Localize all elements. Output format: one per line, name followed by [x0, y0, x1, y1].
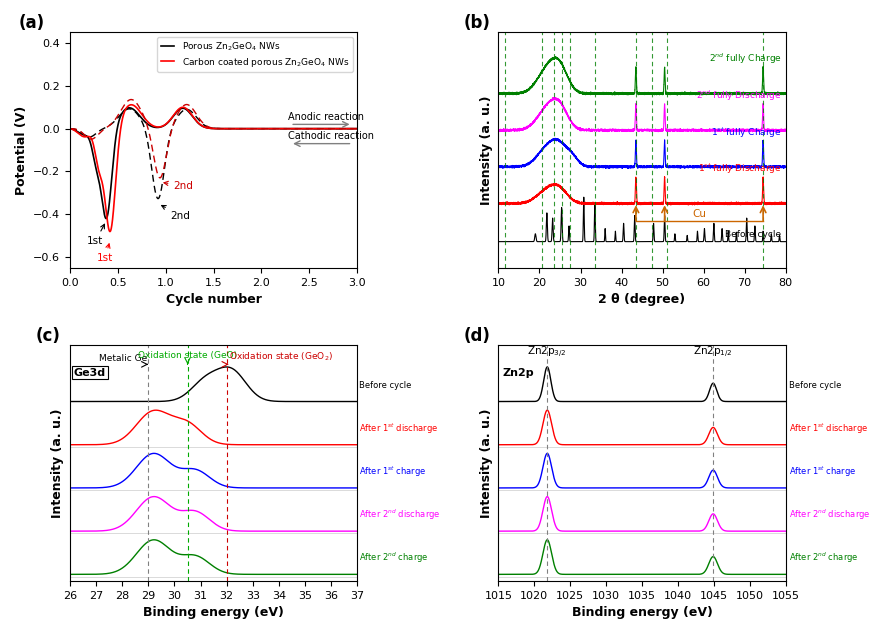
- Text: (a): (a): [19, 14, 44, 32]
- Y-axis label: Intensity (a. u.): Intensity (a. u.): [51, 408, 65, 518]
- Y-axis label: Intensity (a. u.): Intensity (a. u.): [480, 408, 493, 518]
- Text: Cathodic reaction: Cathodic reaction: [289, 132, 374, 141]
- Text: Oxidation state (GeO$_2$): Oxidation state (GeO$_2$): [229, 351, 334, 363]
- Text: 1st: 1st: [96, 244, 113, 263]
- X-axis label: 2 θ (degree): 2 θ (degree): [598, 293, 686, 306]
- Text: Zn2p$_{3/2}$: Zn2p$_{3/2}$: [527, 346, 567, 360]
- Text: Before cycle: Before cycle: [726, 230, 781, 239]
- Text: Oxidation state (GeO): Oxidation state (GeO): [138, 351, 237, 360]
- Text: After 2$^{nd}$ discharge: After 2$^{nd}$ discharge: [358, 508, 440, 522]
- Text: After 1$^{st}$ charge: After 1$^{st}$ charge: [789, 465, 857, 479]
- Text: 2nd: 2nd: [162, 206, 190, 220]
- Text: 1st: 1st: [88, 224, 104, 246]
- Text: Before cycle: Before cycle: [358, 380, 411, 389]
- Y-axis label: Potential (V): Potential (V): [15, 106, 27, 195]
- Text: Anodic reaction: Anodic reaction: [289, 112, 365, 122]
- Text: After 2$^{nd}$ charge: After 2$^{nd}$ charge: [789, 551, 858, 565]
- X-axis label: Binding energy (eV): Binding energy (eV): [572, 606, 712, 619]
- Text: 1$^{st}$ fully Discharge: 1$^{st}$ fully Discharge: [698, 162, 781, 176]
- Text: 2nd: 2nd: [164, 180, 193, 191]
- Text: 2$^{nd}$ fully Discharge: 2$^{nd}$ fully Discharge: [696, 89, 781, 103]
- Text: After 2$^{nd}$ discharge: After 2$^{nd}$ discharge: [789, 508, 871, 522]
- Text: After 1$^{st}$ discharge: After 1$^{st}$ discharge: [789, 421, 869, 436]
- Text: After 1$^{st}$ charge: After 1$^{st}$ charge: [358, 465, 426, 479]
- Text: Zn2p: Zn2p: [502, 368, 534, 378]
- Text: Before cycle: Before cycle: [789, 380, 842, 389]
- Text: Ge3d: Ge3d: [74, 368, 106, 378]
- Text: After 2$^{nd}$ charge: After 2$^{nd}$ charge: [358, 551, 428, 565]
- Text: 2$^{nd}$ fully Charge: 2$^{nd}$ fully Charge: [709, 52, 781, 66]
- Text: (b): (b): [464, 14, 491, 32]
- Y-axis label: Intensity (a. u.): Intensity (a. u.): [480, 96, 493, 205]
- X-axis label: Cycle number: Cycle number: [165, 293, 262, 306]
- Text: Zn2p$_{1/2}$: Zn2p$_{1/2}$: [693, 346, 733, 360]
- Text: Metalic Ge: Metalic Ge: [99, 354, 147, 363]
- Text: Cu: Cu: [692, 209, 706, 219]
- Text: After 1$^{st}$ discharge: After 1$^{st}$ discharge: [358, 421, 438, 436]
- Legend: Porous Zn$_2$GeO$_4$ NWs, Carbon coated porous Zn$_2$GeO$_4$ NWs: Porous Zn$_2$GeO$_4$ NWs, Carbon coated …: [158, 37, 353, 72]
- Text: (c): (c): [35, 327, 60, 344]
- Text: (d): (d): [464, 327, 491, 344]
- X-axis label: Binding energy (eV): Binding energy (eV): [143, 606, 284, 619]
- Text: 1$^{st}$ fully Charge: 1$^{st}$ fully Charge: [711, 125, 781, 140]
